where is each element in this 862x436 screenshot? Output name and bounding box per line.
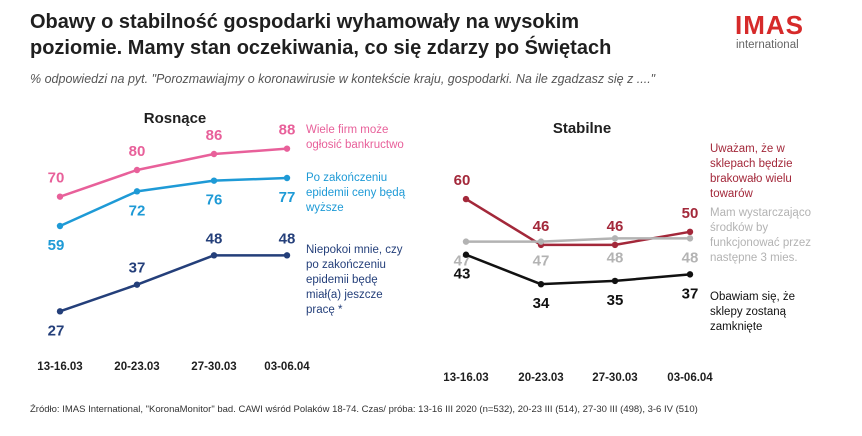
- data-point: [537, 238, 545, 245]
- data-label: 76: [206, 192, 223, 209]
- x-tick-label: 03-06.04: [264, 361, 310, 373]
- data-label: 48: [682, 249, 699, 266]
- logo-sub: international: [736, 39, 799, 51]
- data-label: 88: [279, 122, 296, 139]
- series-legend-label: Uważam, że w sklepach będzie brakowało wie…: [710, 143, 792, 200]
- data-label: 34: [533, 295, 550, 312]
- data-label: 72: [129, 202, 146, 219]
- data-label: 77: [279, 189, 296, 206]
- data-point: [686, 271, 694, 278]
- data-point: [133, 281, 141, 288]
- data-label: 48: [607, 249, 624, 266]
- data-label: 35: [607, 292, 624, 309]
- data-point: [462, 251, 470, 258]
- data-label: 50: [682, 205, 699, 222]
- data-label: 43: [454, 266, 471, 283]
- data-label: 48: [279, 230, 296, 247]
- data-label: 86: [206, 127, 223, 144]
- imas-logo: IMAS international: [735, 12, 835, 52]
- data-label: 46: [607, 218, 624, 235]
- x-tick-label: 20-23.03: [114, 361, 159, 373]
- x-tick-label: 13-16.03: [37, 361, 82, 373]
- data-label: 70: [48, 170, 65, 187]
- data-label: 48: [206, 230, 223, 247]
- data-label: 80: [129, 143, 146, 160]
- data-point: [283, 174, 291, 182]
- data-point: [210, 177, 218, 184]
- data-point: [611, 241, 619, 249]
- x-tick-label: 27-30.03: [592, 372, 637, 384]
- panel-title: Stabilne: [553, 120, 611, 137]
- data-label: 59: [48, 237, 65, 254]
- source-footer: Źródło: IMAS International, "KoronaMonit…: [30, 404, 698, 415]
- data-point: [611, 235, 619, 242]
- x-tick-label: 03-06.04: [667, 372, 713, 384]
- data-point: [462, 238, 470, 245]
- data-label: 27: [48, 322, 65, 339]
- question-subtitle: % odpowiedzi na pyt. "Porozmawiajmy o ko…: [30, 72, 656, 86]
- data-point: [133, 188, 141, 195]
- series-line: [465, 253, 691, 286]
- page-title: Obawy o stabilność gospodarki wyhamowały…: [30, 11, 612, 59]
- data-point: [462, 195, 470, 203]
- x-tick-label: 20-23.03: [518, 372, 563, 384]
- logo-main: IMAS: [735, 10, 804, 40]
- data-label: 47: [533, 253, 550, 270]
- data-point: [686, 228, 694, 236]
- data-label: 60: [454, 172, 471, 189]
- series-legend-label: Niepokoi mnie, czy po zakończeniu epidemii…: [306, 244, 403, 316]
- data-label: 46: [533, 218, 550, 235]
- series-legend-label: Mam wystarczająco środków by funkcjonować …: [710, 207, 811, 264]
- data-label: 37: [129, 260, 146, 277]
- series-legend-label: Po zakończeniu epidemii ceny będą wyższe: [305, 172, 406, 214]
- data-point: [56, 193, 64, 200]
- data-point: [210, 252, 218, 259]
- panel-title: Rosnące: [144, 110, 207, 127]
- data-point: [210, 150, 218, 158]
- series-legend-label: Wiele firm może ogłosić bankructwo: [306, 124, 404, 151]
- series-legend-label: Obawiam się, że sklepy zostaną zamknięte: [710, 291, 795, 333]
- x-tick-label: 13-16.03: [443, 372, 488, 384]
- data-point: [611, 277, 619, 285]
- data-point: [537, 280, 545, 288]
- data-point: [686, 235, 694, 242]
- series-line: [59, 176, 288, 228]
- data-point: [56, 308, 64, 315]
- data-point: [283, 252, 291, 259]
- x-tick-label: 27-30.03: [191, 361, 236, 373]
- series-line: [59, 254, 287, 313]
- data-point: [133, 166, 141, 174]
- data-label: 37: [682, 285, 699, 302]
- series-line: [466, 237, 690, 243]
- series-line: [59, 147, 288, 198]
- data-point: [283, 145, 291, 152]
- data-point: [56, 222, 64, 230]
